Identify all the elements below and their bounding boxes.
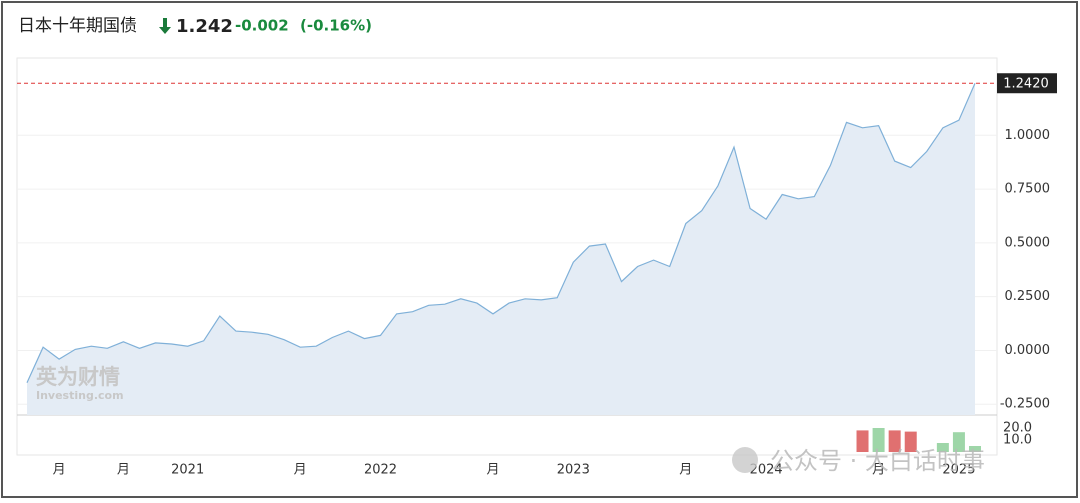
x-tick-label: 月	[872, 463, 885, 478]
x-tick-label: 月	[117, 463, 130, 478]
volume-tick-label: 10.0	[1003, 433, 1032, 448]
plot-border	[16, 57, 998, 456]
x-tick-label: 2023	[557, 463, 590, 478]
change-percent: (-0.16%)	[300, 17, 372, 35]
volume-bar	[936, 443, 949, 452]
x-tick-label: 2021	[171, 463, 204, 478]
x-tick-label: 2024	[750, 463, 783, 478]
x-tick-label: 月	[679, 463, 692, 478]
y-tick-label: 0.0000	[1005, 343, 1051, 358]
watermark-account: 公众号 · 大白话时事	[770, 447, 985, 475]
volume-bar	[952, 432, 965, 452]
volume-bar	[856, 430, 869, 452]
area-fill	[27, 83, 975, 415]
x-tick-label: 月	[53, 463, 66, 478]
watermark-logo-en: Investing.com	[36, 389, 124, 402]
watermark-logo: 英为财情	[36, 365, 120, 389]
down-arrow	[159, 18, 171, 34]
y-tick-label: 0.7500	[1005, 182, 1051, 197]
wechat-icon	[732, 447, 758, 473]
y-tick-label: 0.5000	[1005, 235, 1051, 250]
line	[26, 82, 976, 383]
y-tick-label: 0.2500	[1005, 289, 1051, 304]
change: -0.002	[235, 17, 289, 35]
x-tick-label: 月	[486, 463, 499, 478]
current-value-box	[997, 73, 1057, 94]
y-tick-label: -0.2500	[1000, 397, 1050, 412]
x-tick-label: 2025	[942, 463, 975, 478]
volume-bar	[969, 446, 981, 452]
current-value-label: 1.2420	[1003, 77, 1049, 92]
plot: -0.2500 0.0000 0.2500 0.5000 0.7500 1.0000 1.2…	[17, 73, 1057, 478]
volume-tick-label: 20.0	[1003, 421, 1032, 436]
x-tick-label: 月	[294, 463, 307, 478]
volume-bar	[888, 430, 901, 452]
x-tick-label: 2022	[364, 463, 397, 478]
y-tick-label: 1.0000	[1005, 128, 1051, 143]
title: 日本十年期国债	[18, 16, 137, 36]
price: 1.242	[176, 16, 233, 37]
volume-bar	[872, 428, 885, 452]
volume-bar	[904, 431, 917, 452]
